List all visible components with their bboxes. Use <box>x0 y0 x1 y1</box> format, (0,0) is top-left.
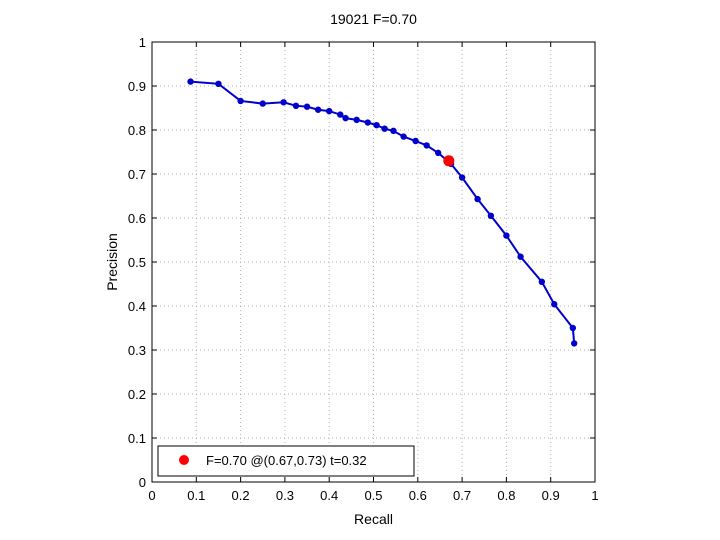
data-point <box>487 212 495 219</box>
data-point <box>373 121 380 129</box>
x-axis-title: Recall <box>354 511 393 527</box>
data-point <box>423 142 430 149</box>
y-tick-label: 0.2 <box>128 387 146 402</box>
data-point <box>187 78 194 85</box>
y-tick-label: 0 <box>139 475 146 490</box>
x-tick-label: 0.5 <box>364 488 382 503</box>
data-point <box>292 102 300 110</box>
data-point <box>517 253 524 260</box>
legend-box <box>157 445 415 477</box>
data-point <box>353 116 360 124</box>
x-tick-label: 1 <box>591 488 598 503</box>
x-tick-label: 0.6 <box>409 488 427 503</box>
y-tick-label: 0.6 <box>128 211 146 226</box>
data-point <box>570 340 578 347</box>
x-tick-label: 0.9 <box>542 488 560 503</box>
x-tick-label: 0.7 <box>453 488 471 503</box>
y-tick-label: 1 <box>139 35 146 50</box>
grid <box>152 42 595 482</box>
y-axis-title: Precision <box>104 233 120 291</box>
chart-title: 19021 F=0.70 <box>330 11 417 27</box>
data-point <box>215 80 222 88</box>
data-point <box>538 278 546 285</box>
data-point <box>458 174 466 181</box>
data-point <box>551 301 558 308</box>
data-point <box>259 100 266 107</box>
data-point <box>237 97 244 105</box>
data-point <box>326 107 333 115</box>
data-point <box>474 195 481 203</box>
legend-label: F=0.70 @(0.67,0.73) t=0.32 <box>206 453 367 468</box>
x-tick-label: 0.8 <box>497 488 515 503</box>
y-tick-label: 0.3 <box>128 343 146 358</box>
y-tick-label: 0.9 <box>128 79 146 94</box>
data-point <box>364 119 371 126</box>
legend: F=0.70 @(0.67,0.73) t=0.32 <box>157 445 415 477</box>
data-point <box>400 133 407 140</box>
x-tick-label: 0.2 <box>232 488 250 503</box>
data-point <box>314 106 322 113</box>
series-line <box>190 80 576 344</box>
x-tick-label: 0 <box>148 488 155 503</box>
series-line-group <box>190 80 576 344</box>
best-f-point <box>443 155 455 167</box>
data-point <box>337 111 344 118</box>
x-tick-label: 0.1 <box>187 488 205 503</box>
y-tick-label: 0.5 <box>128 255 146 270</box>
data-point <box>390 127 397 135</box>
data-point <box>412 137 419 145</box>
x-tick-label: 0.4 <box>320 488 338 503</box>
axis-ticks: 0 0.1 0.2 0.3 0.4 0.5 0.6 0.7 0.8 0.9 1 0 0.1 0.2 0.3 0… <box>128 35 599 503</box>
y-tick-label: 0.1 <box>128 431 146 446</box>
data-point <box>303 103 311 110</box>
y-tick-label: 0.8 <box>128 123 146 138</box>
y-tick-label: 0.7 <box>128 167 146 182</box>
data-point <box>280 99 287 106</box>
data-point <box>569 324 577 332</box>
data-point <box>381 125 388 132</box>
data-point <box>342 114 349 122</box>
series-points-group <box>187 78 578 347</box>
legend-marker <box>179 455 189 465</box>
data-point <box>503 232 510 239</box>
data-point <box>434 149 442 157</box>
x-tick-label: 0.3 <box>276 488 294 503</box>
y-tick-label: 0.4 <box>128 299 146 314</box>
